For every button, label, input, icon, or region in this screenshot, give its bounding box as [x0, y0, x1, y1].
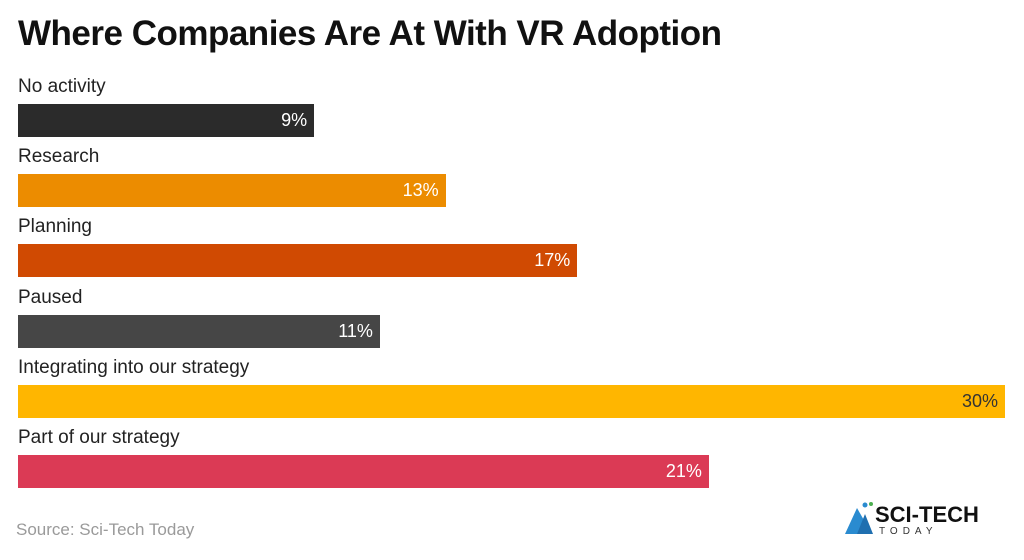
data-label: 11% [338, 320, 373, 341]
category-label: Integrating into our strategy [18, 356, 250, 378]
data-label: 9% [281, 110, 308, 130]
category-label: Research [18, 146, 100, 168]
category-label: Planning [18, 216, 92, 238]
category-label: Part of our strategy [18, 427, 180, 448]
data-label: 21% [665, 461, 702, 481]
svg-text:SCI-TECH: SCI-TECH [875, 502, 979, 527]
bar: 30% [18, 384, 1005, 418]
bar: 17% [18, 244, 578, 278]
source-note: Source: Sci-Tech Today [16, 520, 195, 539]
bar: 9% [18, 104, 315, 137]
bar: 13% [18, 174, 446, 208]
category-label: Paused [18, 286, 83, 308]
data-label: 30% [961, 390, 998, 411]
sci-tech-today-logo: SCI-TECH TODAY [843, 500, 988, 541]
chart-title: Where Companies Are At With VR Adoption [18, 14, 722, 53]
data-label: 17% [534, 250, 571, 271]
category-label: No activity [18, 76, 106, 97]
bar: 21% [18, 455, 709, 488]
data-label: 13% [402, 180, 439, 201]
svg-text:TODAY: TODAY [879, 526, 938, 536]
bar: 11% [18, 314, 380, 348]
